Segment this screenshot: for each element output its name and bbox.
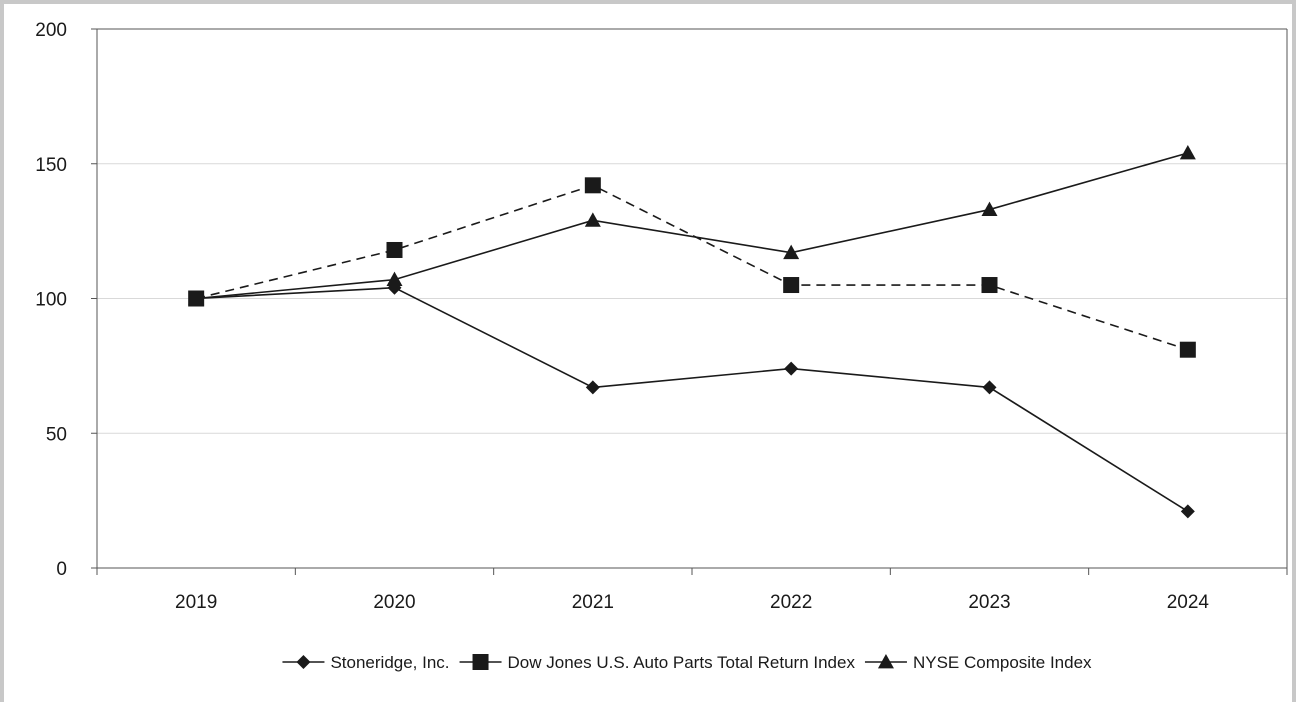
data-point (584, 212, 601, 227)
x-tick-label: 2022 (770, 592, 812, 613)
legend-label: NYSE Composite Index (913, 653, 1092, 672)
legend-marker (877, 654, 894, 669)
y-tick-label: 150 (35, 155, 67, 176)
series-line (195, 184, 1189, 351)
data-point (981, 201, 998, 216)
x-tick-label: 2019 (175, 592, 217, 613)
data-point (585, 380, 600, 395)
data-point (1179, 144, 1196, 160)
x-tick-label: 2023 (968, 592, 1010, 613)
legend-label: Dow Jones U.S. Auto Parts Total Return I… (508, 653, 856, 672)
y-tick-label: 0 (56, 559, 67, 580)
legend-marker (472, 654, 489, 670)
data-point (783, 244, 800, 260)
series-square (188, 177, 1196, 358)
legend-item: Stoneridge, Inc. (282, 653, 450, 672)
series-line (196, 152, 1189, 300)
legend-item: NYSE Composite Index (864, 653, 1092, 672)
data-point (982, 380, 997, 395)
series-diamond (189, 280, 1195, 519)
gridlines (97, 28, 1287, 434)
axes: 0 50 100 150 200 2019 2020 2021 2022 2023 2024 (35, 20, 1288, 613)
data-point (1179, 341, 1196, 358)
x-tick-label: 2024 (1167, 592, 1210, 613)
data-point (783, 277, 800, 294)
legend: Stoneridge, Inc. Dow Jones U.S. Auto Part… (282, 653, 1092, 672)
data-point (188, 290, 205, 305)
y-tick-label: 100 (35, 290, 67, 311)
x-tick-label: 2020 (373, 592, 415, 613)
legend-label: Stoneridge, Inc. (330, 653, 449, 672)
frame-left-border (0, 0, 4, 702)
frame-right-border (1292, 0, 1296, 702)
x-tick-label: 2021 (572, 592, 614, 613)
data-point (981, 277, 998, 294)
data-point (386, 241, 403, 258)
series-group (188, 144, 1196, 519)
frame-top-border (0, 0, 1296, 4)
data-point (784, 361, 799, 376)
series-triangle (188, 144, 1196, 305)
data-point (1180, 504, 1195, 519)
legend-marker (296, 655, 311, 669)
legend-item: Dow Jones U.S. Auto Parts Total Return I… (459, 653, 856, 672)
data-point (386, 271, 403, 287)
y-tick-label: 50 (46, 424, 67, 445)
series-line (196, 286, 1189, 513)
y-tick-label: 200 (35, 20, 67, 41)
data-point (584, 177, 601, 194)
